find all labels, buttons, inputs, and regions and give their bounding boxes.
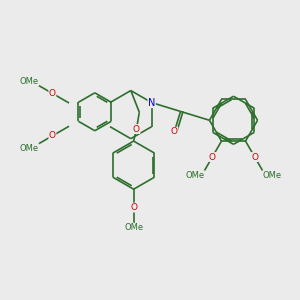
Text: OMe: OMe (20, 76, 39, 85)
Text: O: O (49, 89, 56, 98)
Text: O: O (49, 131, 56, 140)
Text: OMe: OMe (262, 171, 282, 180)
Text: O: O (130, 203, 137, 212)
Text: O: O (171, 127, 178, 136)
Text: N: N (148, 98, 155, 108)
Text: OMe: OMe (185, 171, 205, 180)
Text: O: O (251, 152, 258, 161)
Text: O: O (209, 152, 216, 161)
Text: OMe: OMe (124, 223, 143, 232)
Text: OMe: OMe (20, 144, 39, 153)
Text: O: O (133, 124, 140, 134)
